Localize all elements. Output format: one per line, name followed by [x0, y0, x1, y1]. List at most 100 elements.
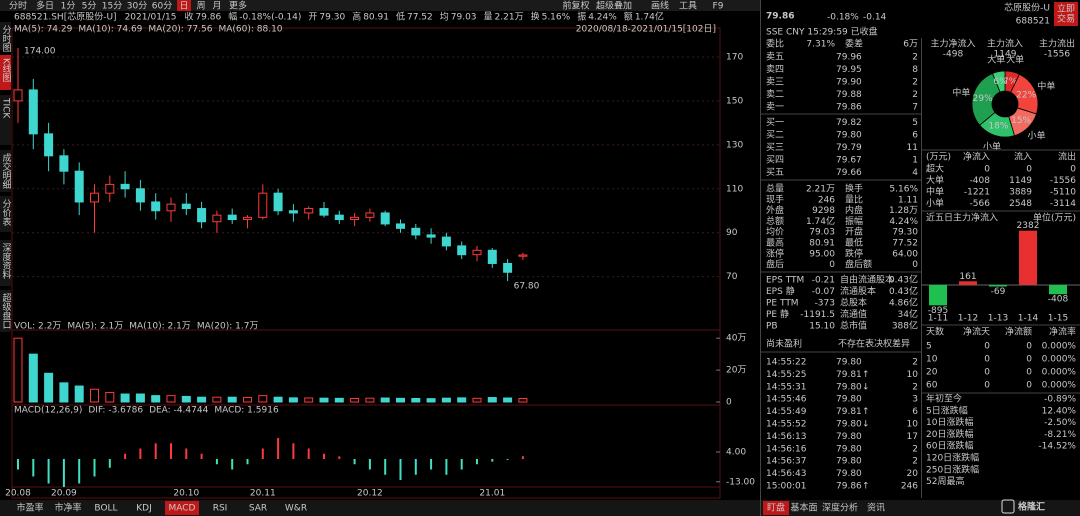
tick-time: 15:00:01 [766, 482, 806, 492]
side-tab[interactable]: 分价表 [1, 199, 12, 227]
indicator-tab[interactable]: 市净率 [54, 502, 81, 514]
candle-body [334, 214, 344, 221]
table-header: 净流天 [963, 326, 990, 338]
tab[interactable]: 月 [212, 1, 221, 12]
table-cell: 0 [984, 165, 990, 175]
stat-value: 1.74亿 [806, 215, 835, 227]
indicator-tab[interactable]: KDJ [136, 504, 152, 514]
tick-volume: 10 [907, 420, 919, 430]
table-cell: 大单 [926, 174, 944, 186]
stat-value: 77.52 [892, 239, 918, 249]
tab[interactable]: 60分 [152, 1, 172, 12]
volume-bar [304, 397, 314, 403]
tick-time: 14:55:49 [766, 407, 807, 417]
return-value: -0.89% [1044, 395, 1076, 405]
tool-button[interactable]: 工具 [679, 1, 697, 12]
trade-button-label[interactable]: 立即 [1057, 3, 1075, 15]
volume-bar [212, 396, 222, 403]
trade-button[interactable] [1054, 2, 1078, 26]
indicator-tab[interactable]: W&R [285, 504, 307, 514]
panel-tab[interactable]: 盯盘 [767, 502, 785, 514]
indicator-tab[interactable]: RSI [213, 504, 228, 514]
tab[interactable]: 1分 [61, 1, 76, 12]
book-level: 卖二 [766, 89, 784, 100]
volume-bar [197, 396, 207, 403]
book-price: 79.67 [836, 156, 862, 166]
side-tab-bg [0, 196, 11, 232]
fund-value: -1191.5 [800, 310, 835, 320]
stat-key: 最高 [766, 237, 784, 249]
side-tab[interactable]: TICK [1, 97, 11, 119]
logo-icon [1001, 499, 1015, 514]
side-tab[interactable]: K线图 [1, 58, 12, 83]
volume-bar [503, 397, 513, 403]
y-tick-label: 20万 [726, 366, 746, 376]
tick-time: 14:56:13 [766, 432, 806, 442]
book-volume: 6 [912, 131, 918, 141]
book-volume: 8 [912, 65, 918, 75]
tick-volume: 2 [912, 358, 918, 368]
tool-button[interactable]: F9 [713, 2, 724, 12]
stat-key: 均价 [766, 226, 784, 238]
tab[interactable]: 15分 [102, 1, 122, 12]
tab[interactable]: 30分 [127, 1, 147, 12]
tab[interactable]: 分时 [9, 0, 27, 12]
table-cell: 1149 [1009, 176, 1032, 186]
side-tab[interactable]: 深度资料 [1, 243, 12, 280]
table-cell: 0.000% [1042, 368, 1077, 378]
indicator-tab[interactable]: SAR [249, 504, 267, 514]
volume-bar [243, 397, 252, 403]
logo: 格隆汇 [1018, 501, 1045, 513]
table-cell: 5 [926, 342, 932, 352]
tab[interactable]: 日 [179, 1, 188, 12]
tick-time: 14:55:25 [766, 370, 806, 380]
fund-value: 34亿 [898, 308, 918, 320]
side-tab-bg [0, 240, 11, 286]
table-cell: -408 [970, 176, 991, 186]
indicator-tab[interactable]: BOLL [94, 504, 117, 514]
tab[interactable]: 5分 [82, 1, 97, 12]
tab[interactable]: 周 [196, 1, 205, 12]
low-marker: 67.80 [514, 282, 540, 292]
x-tick-label: 1-11 [928, 314, 948, 324]
indicator-tab[interactable]: MACD [169, 504, 196, 514]
trade-button-label[interactable]: 交易 [1057, 13, 1075, 25]
info-value: 77.52 [407, 13, 433, 23]
table-cell: 0.000% [1042, 342, 1077, 352]
book-volume: 1 [912, 156, 918, 166]
y-tick-label: 40万 [726, 334, 746, 344]
book-volume: 2 [912, 78, 918, 88]
tool-button[interactable]: 前复权 [562, 0, 589, 12]
flow-bar [989, 284, 1007, 287]
tool-button[interactable]: 画线 [651, 0, 669, 12]
tab[interactable]: 多日 [36, 0, 54, 12]
side-tab[interactable]: 成交明细 [1, 152, 12, 189]
side-tab[interactable]: 分时图 [1, 25, 12, 53]
fund-key: 流通股本 [840, 285, 876, 297]
active-tab [165, 501, 199, 515]
volume-bar [472, 397, 482, 403]
panel-tab[interactable]: 深度分析 [822, 502, 858, 514]
stat-value: 4.24% [889, 217, 918, 227]
x-tick-label: 1-15 [1048, 314, 1068, 324]
fund-value: 0.43亿 [889, 274, 918, 286]
tick-volume: 2 [912, 457, 918, 467]
stat-key: 涨停 [766, 247, 784, 259]
side-tab-bg [0, 150, 11, 192]
table-cell: 0 [1070, 165, 1076, 175]
candle-body [487, 249, 497, 264]
volume-bar [227, 396, 237, 403]
panel-tab[interactable]: 资讯 [867, 503, 885, 514]
pie-name: 小单 [983, 141, 1001, 153]
tab[interactable]: 更多 [229, 0, 247, 12]
stat-value: 1.11 [898, 195, 918, 205]
indicator-tab[interactable]: 市盈率 [16, 502, 43, 514]
tool-button[interactable]: 超级叠加 [596, 0, 632, 12]
stock-code: 688521.SH[芯原股份-U] [14, 11, 117, 23]
side-tab[interactable]: 超级盘口 [1, 292, 12, 329]
tick-arrow: ↑ [862, 370, 870, 380]
side-tab-bg [0, 95, 11, 145]
candle-body [258, 192, 268, 218]
panel-tab[interactable]: 基本面 [790, 502, 817, 514]
book-level: 买三 [766, 142, 784, 153]
